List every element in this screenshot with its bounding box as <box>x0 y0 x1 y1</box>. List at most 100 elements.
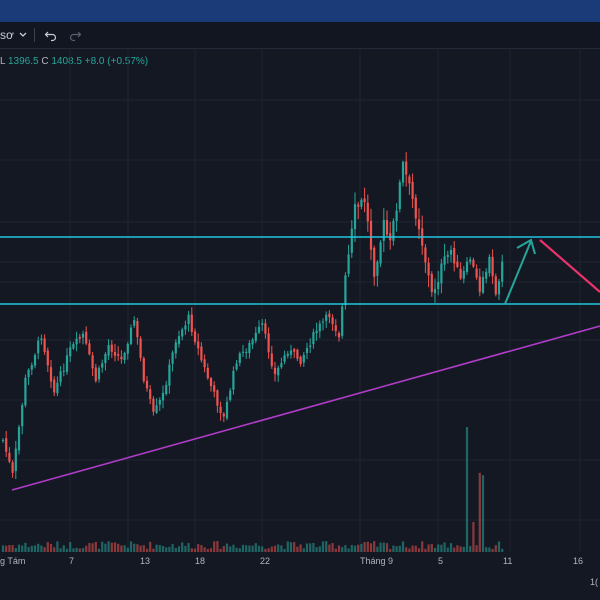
volume-bar <box>389 548 392 552</box>
volume-bar <box>94 541 97 552</box>
candle-body <box>107 344 110 356</box>
volume-bar <box>302 548 305 552</box>
volume-bar <box>379 542 382 552</box>
candle-body <box>369 220 373 250</box>
volume-bar <box>190 548 193 552</box>
candle-body <box>123 353 126 361</box>
volume-bar <box>417 548 421 552</box>
volume-bar <box>30 545 33 552</box>
arrow-up-head <box>516 238 536 255</box>
x-axis-label: Tháng 9 <box>360 556 394 566</box>
candle-body <box>321 321 325 323</box>
volume-bar <box>5 545 8 552</box>
candle-body <box>337 332 341 338</box>
candle-body <box>299 356 302 364</box>
volume-bar <box>149 541 152 552</box>
top-bar <box>0 0 600 22</box>
candle-body <box>395 210 398 222</box>
volume-bar <box>101 541 104 552</box>
volume-bar <box>152 548 155 552</box>
volume-bar <box>225 543 229 552</box>
volume-bar <box>344 545 347 552</box>
volume-bar <box>69 542 72 552</box>
candle-body <box>133 320 136 326</box>
candle-body <box>462 270 465 279</box>
volume-bar <box>257 545 261 552</box>
candle-body <box>309 345 312 348</box>
symbol-label[interactable]: sơ <box>0 28 14 42</box>
candle-body <box>325 314 328 321</box>
volume-bar <box>363 542 366 552</box>
x-axis-label: 22 <box>260 556 271 566</box>
volume-bar <box>325 541 328 552</box>
volume-bar <box>337 545 341 552</box>
volume-bar <box>168 546 171 552</box>
volume-bar <box>411 545 414 552</box>
candle-body <box>49 367 53 382</box>
candle-body <box>245 351 248 353</box>
volume-bar <box>392 545 395 552</box>
candle-body <box>62 370 65 372</box>
volume-bar <box>459 546 462 552</box>
candle-body <box>398 182 401 210</box>
volume-bar <box>309 543 312 552</box>
volume-bar <box>475 545 478 552</box>
close-value: 1408.5 <box>51 56 82 67</box>
candle-body <box>283 355 286 362</box>
candle-body <box>443 256 446 265</box>
volume-bar <box>261 546 264 552</box>
candle-body <box>1 439 5 441</box>
undo-icon[interactable] <box>44 27 58 47</box>
volume-bar <box>229 546 232 552</box>
volume-bar <box>421 541 424 552</box>
volume-bar <box>469 546 472 552</box>
candle-body <box>65 355 69 372</box>
candle-body <box>53 379 56 393</box>
candle-body <box>373 247 376 277</box>
volume-bar <box>481 475 485 552</box>
volume-bar <box>328 544 331 552</box>
candle-body <box>494 276 497 295</box>
candle-body <box>56 382 59 394</box>
volume-bar <box>213 541 216 552</box>
volume-bar <box>472 522 475 552</box>
volume-bar <box>187 542 190 552</box>
candle-body <box>97 367 101 380</box>
candle-body <box>491 256 494 277</box>
volume-bar <box>1 545 5 552</box>
trend-line <box>11 325 600 491</box>
volume-bar <box>17 544 21 552</box>
volume-bar <box>401 541 405 552</box>
candle-body <box>261 323 264 325</box>
candle-body <box>241 351 245 353</box>
volume-bar <box>43 547 46 552</box>
volume-bar <box>331 542 334 552</box>
candle-body <box>334 325 337 332</box>
volume-bar <box>485 547 488 552</box>
candle-body <box>155 405 158 413</box>
volume-bar <box>446 547 449 552</box>
candle-body <box>165 384 168 395</box>
candle-body <box>469 259 472 262</box>
volume-bar <box>437 544 440 552</box>
candle-body <box>331 317 334 325</box>
candle-body <box>312 332 315 345</box>
chevron-down-icon[interactable] <box>18 27 28 47</box>
candle-body <box>78 336 81 339</box>
candle-body <box>43 338 46 352</box>
volume-bar <box>181 542 184 552</box>
redo-icon[interactable] <box>68 27 82 47</box>
candle-body <box>197 341 200 349</box>
candle-body <box>501 261 504 282</box>
candle-body <box>152 398 155 412</box>
arrow-down-line <box>539 239 600 293</box>
candle-body <box>225 401 229 419</box>
volume-bar <box>305 543 309 552</box>
volume-bar <box>382 542 385 552</box>
candle-body <box>88 343 91 355</box>
x-axis-label: g Tám <box>0 556 26 566</box>
volume-bar <box>136 544 139 552</box>
candle-body <box>120 356 123 360</box>
candle-body <box>101 363 104 368</box>
